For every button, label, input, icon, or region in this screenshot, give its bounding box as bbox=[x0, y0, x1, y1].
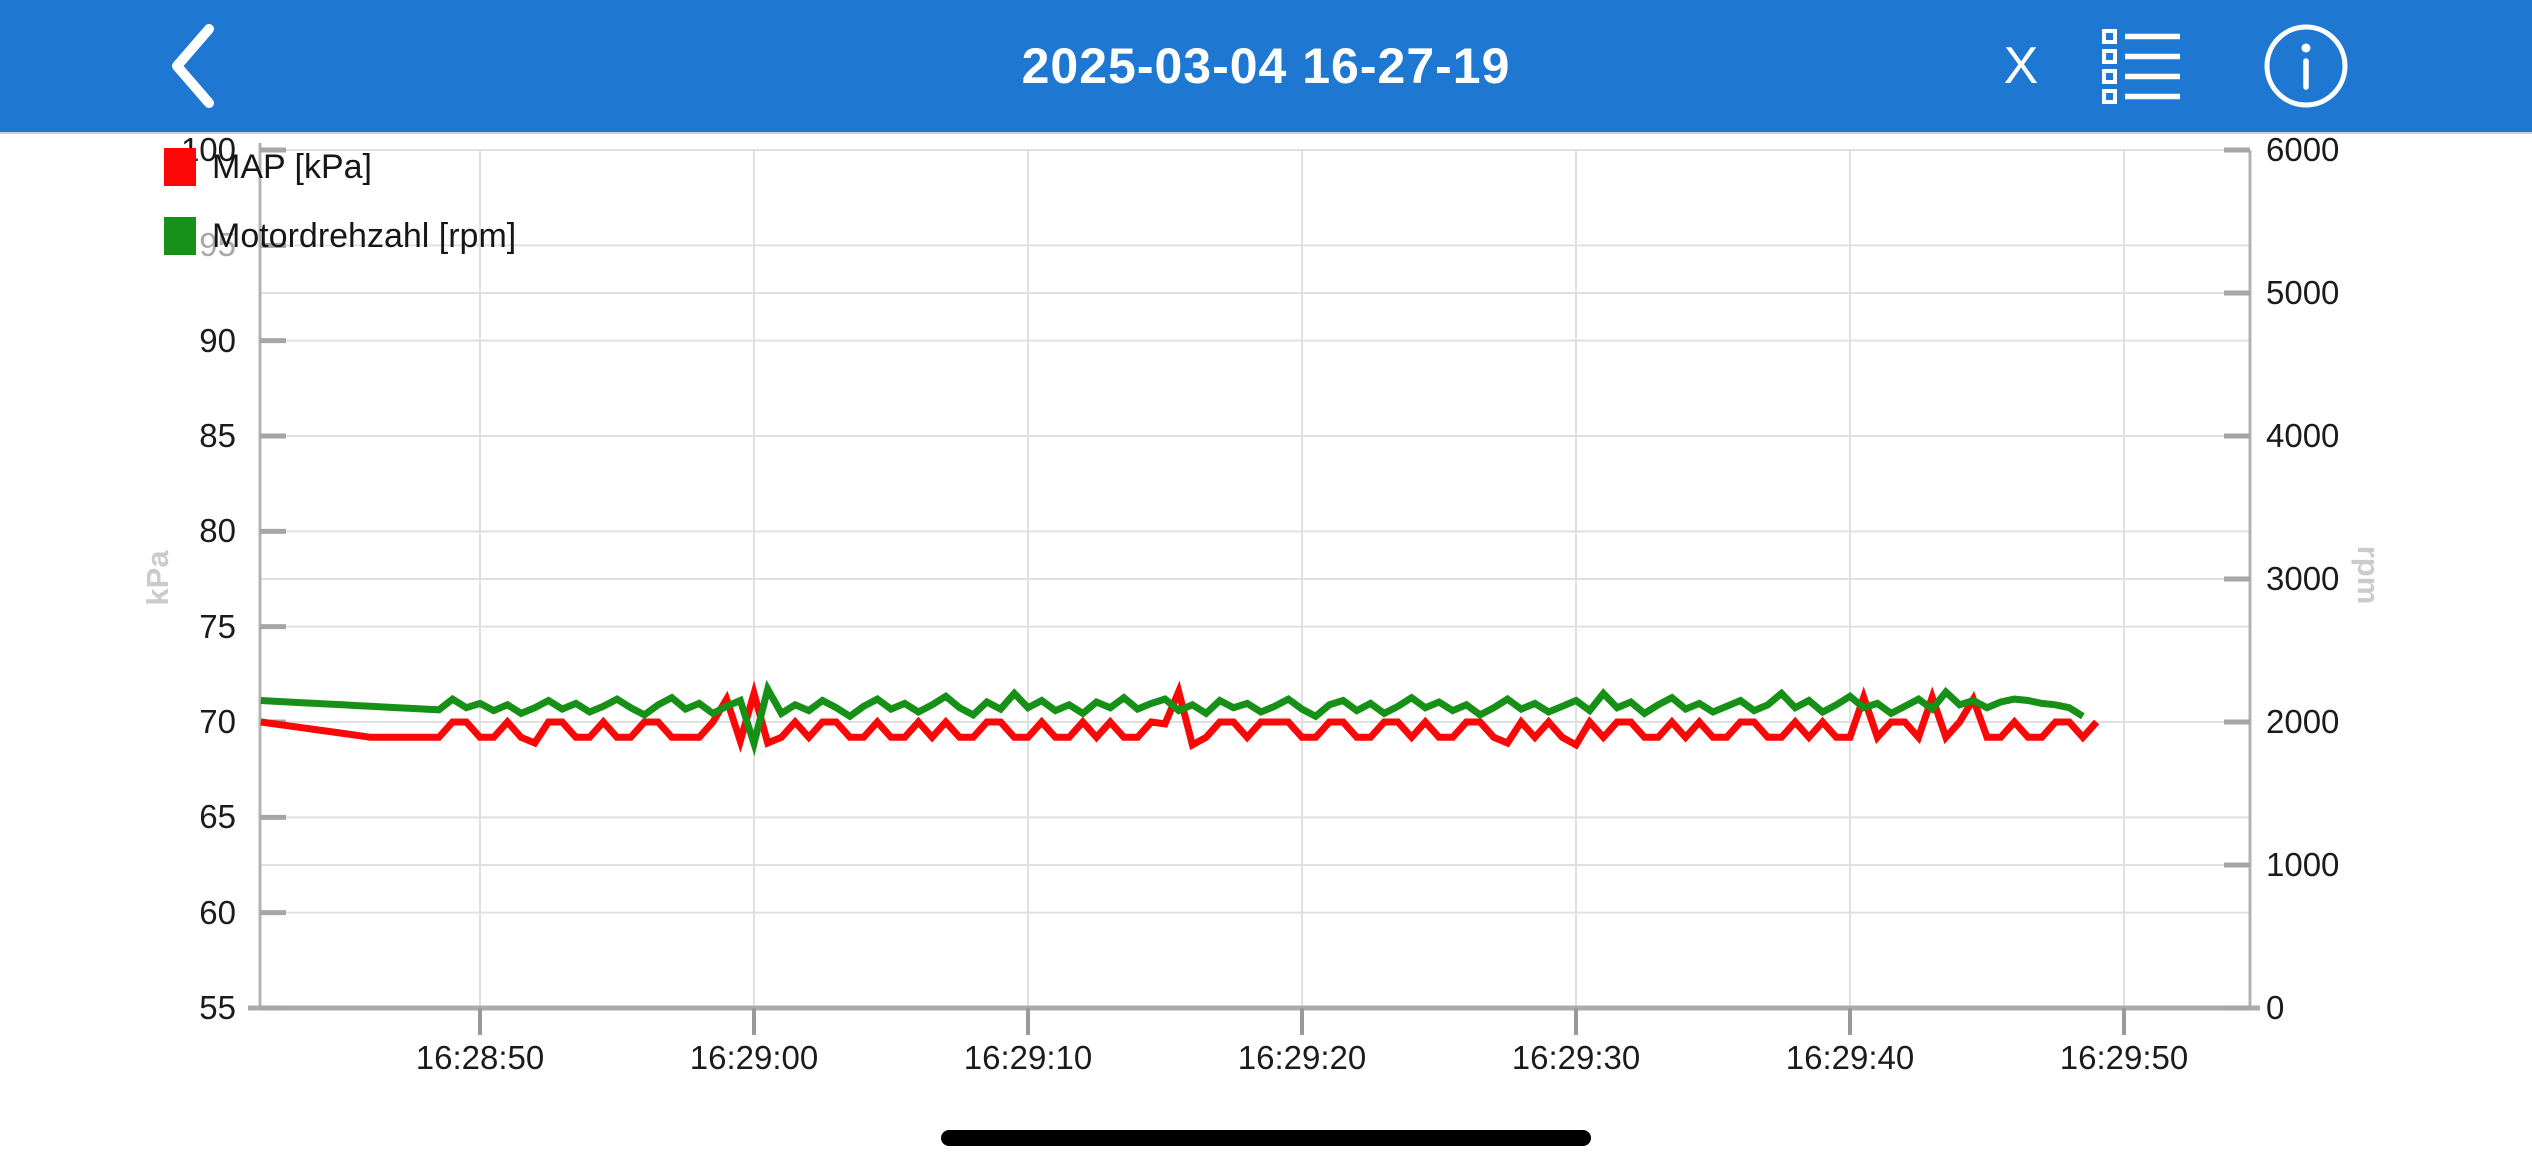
close-button[interactable]: X bbox=[1978, 0, 2064, 132]
x-tick-label: 16:29:20 bbox=[1237, 1039, 1367, 1076]
y-left-tick-label: 95 bbox=[199, 226, 236, 264]
y-right-tick-label: 1000 bbox=[2266, 846, 2340, 883]
x-tick-label: 16:29:30 bbox=[1511, 1039, 1641, 1076]
back-button[interactable] bbox=[140, 0, 250, 132]
nav-bar: 2025-03-04 16-27-19 X bbox=[0, 0, 2532, 134]
bulleted-list-icon bbox=[2102, 29, 2180, 104]
y-right-tick-label: 4000 bbox=[2266, 417, 2340, 454]
y-right-axis-unit: rpm bbox=[2351, 545, 2386, 605]
page-title: 2025-03-04 16-27-19 bbox=[1021, 38, 1511, 94]
chevron-left-icon bbox=[172, 24, 214, 108]
y-left-tick-label: 55 bbox=[199, 989, 236, 1026]
y-right-tick-label: 0 bbox=[2266, 989, 2285, 1026]
list-button[interactable] bbox=[2096, 0, 2188, 132]
x-tick-label: 16:28:50 bbox=[415, 1039, 545, 1076]
legend-swatch-motordrehzahl bbox=[164, 217, 196, 255]
y-right-tick-label: 3000 bbox=[2266, 560, 2340, 597]
y-right-tick-label: 5000 bbox=[2266, 274, 2340, 311]
legend-label-map: MAP [kPa] bbox=[212, 148, 372, 186]
x-tick-label: 16:29:00 bbox=[689, 1039, 819, 1076]
x-tick-label: 16:29:10 bbox=[963, 1039, 1093, 1076]
y-right-tick-label: 6000 bbox=[2266, 131, 2340, 168]
legend-label-motordrehzahl: Motordrehzahl [rpm] bbox=[212, 217, 517, 255]
y-right-tick-label: 2000 bbox=[2266, 703, 2340, 740]
y-left-tick-label: 80 bbox=[199, 512, 236, 550]
legend-swatch-map bbox=[164, 148, 196, 186]
y-left-tick-label: 90 bbox=[199, 321, 236, 359]
y-left-tick-label: 70 bbox=[199, 703, 236, 740]
y-left-tick-label: 60 bbox=[199, 893, 236, 931]
y-left-tick-label: 75 bbox=[199, 607, 236, 645]
y-left-tick-label: 65 bbox=[199, 798, 236, 836]
y-left-axis-unit: kPa bbox=[140, 550, 175, 606]
x-tick-label: 16:29:40 bbox=[1785, 1039, 1915, 1076]
info-button[interactable] bbox=[2258, 0, 2354, 132]
close-x-label: X bbox=[2003, 37, 2039, 95]
y-left-tick-label: 85 bbox=[199, 417, 236, 454]
info-circle-icon bbox=[2264, 24, 2348, 108]
x-tick-label: 16:29:50 bbox=[2059, 1039, 2189, 1076]
home-indicator[interactable] bbox=[941, 1130, 1591, 1146]
